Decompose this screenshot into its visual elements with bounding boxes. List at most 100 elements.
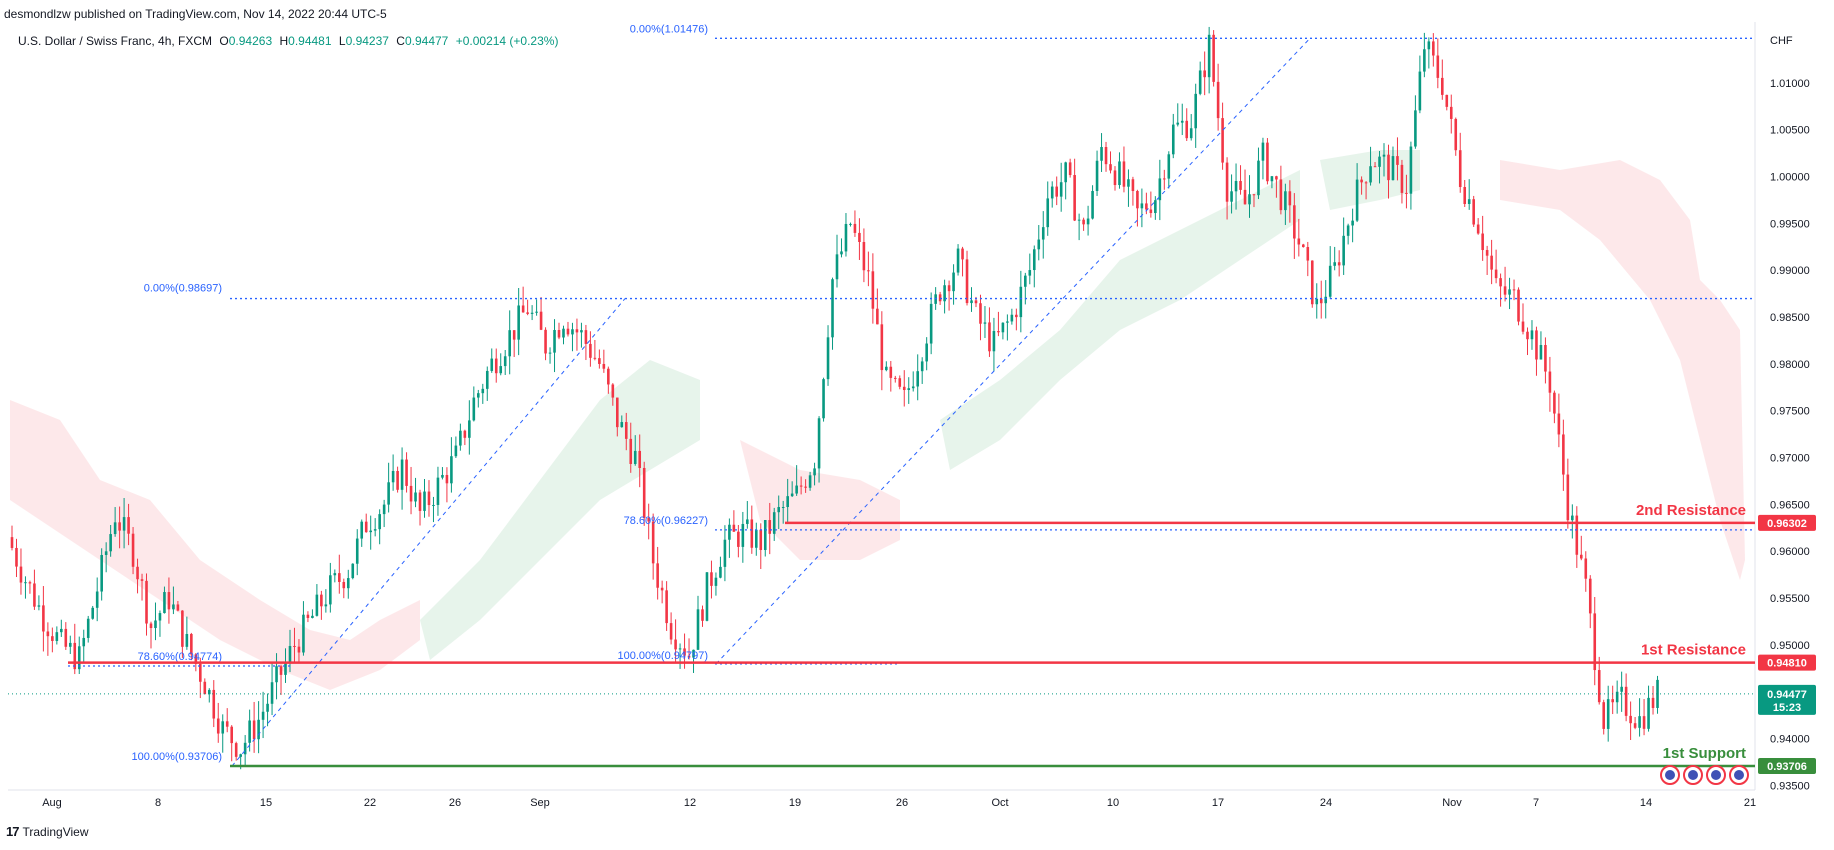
candle-body [633, 450, 637, 464]
candle-body [1342, 235, 1345, 266]
candle-body [929, 303, 933, 344]
x-tick-label: 10 [1107, 797, 1119, 809]
candle [696, 595, 700, 650]
candle-body [965, 259, 969, 304]
candle [302, 601, 305, 656]
candle-body [1369, 166, 1372, 183]
economic-events [1660, 765, 1749, 785]
candle-body [589, 343, 592, 358]
candle [642, 461, 646, 526]
candle [1109, 151, 1112, 174]
candle [315, 584, 319, 617]
candle-body [1059, 182, 1063, 197]
candle [1275, 175, 1278, 198]
candle-body [234, 743, 238, 757]
candle-body [172, 604, 175, 610]
candle-body [902, 386, 906, 391]
candle [1203, 51, 1206, 96]
candle-body [759, 529, 763, 551]
x-tick-label: Oct [991, 797, 1008, 809]
candle-body [1015, 314, 1018, 318]
candle [705, 571, 709, 622]
candle [1553, 390, 1556, 424]
candle [1243, 169, 1247, 205]
candle-body [1346, 225, 1350, 236]
candle-body [1530, 330, 1534, 340]
candle-body [1158, 178, 1162, 201]
candle [584, 324, 588, 361]
x-tick-label: 15 [260, 797, 272, 809]
candle-body [665, 590, 668, 624]
candle [346, 569, 350, 599]
fib-label: 0.00%(1.01476) [630, 23, 708, 35]
candle-body [1198, 70, 1202, 94]
candle-body [1118, 161, 1121, 186]
candle-body [1355, 179, 1359, 221]
candle-body [674, 639, 677, 650]
candle-body [450, 456, 453, 484]
candle [33, 569, 36, 610]
candle [243, 735, 247, 766]
candle-body [167, 592, 171, 610]
open-value: 0.94263 [228, 34, 273, 48]
candle-body [122, 517, 126, 531]
candle [1216, 63, 1220, 131]
candle [692, 649, 695, 673]
candle [741, 511, 745, 563]
candle-body [163, 592, 166, 614]
candle-body [55, 632, 59, 641]
candle [961, 246, 964, 277]
candle-body [1526, 331, 1529, 340]
candle-body [216, 718, 220, 734]
candle [1508, 277, 1511, 310]
candle [633, 435, 637, 466]
candle [468, 400, 471, 455]
footer[interactable]: 17 TradingView [6, 824, 89, 839]
candle [1369, 146, 1372, 186]
candle-body [1154, 200, 1157, 214]
candle [1526, 327, 1529, 356]
y-tick-label: 0.93500 [1770, 780, 1810, 792]
candle-body [544, 329, 547, 354]
candle [324, 589, 328, 613]
candle-body [1396, 156, 1399, 165]
candle-body [351, 563, 355, 579]
candle [1302, 243, 1305, 248]
candle [763, 519, 767, 557]
candle [423, 478, 426, 518]
candle-body [1387, 154, 1390, 181]
candle [669, 612, 673, 645]
candle-body [243, 742, 247, 755]
candle-body [60, 628, 63, 633]
candle [163, 586, 166, 614]
candle [530, 305, 534, 321]
candle [678, 643, 682, 669]
candle-body [647, 517, 650, 522]
candle [55, 626, 59, 645]
candle-body [1494, 269, 1498, 279]
candle [391, 454, 395, 491]
candle-body [140, 579, 144, 581]
candle-body [988, 322, 991, 352]
candle-body [1006, 321, 1009, 323]
candle-body [1050, 186, 1054, 199]
candle-body [51, 636, 54, 641]
y-tick-label: 0.94000 [1770, 733, 1810, 745]
candle-body [113, 522, 117, 535]
candle-body [1275, 176, 1278, 180]
candle-body [261, 711, 265, 720]
candle [1418, 55, 1422, 114]
candle [459, 423, 462, 451]
candle [607, 366, 610, 394]
candle-body [1064, 162, 1067, 183]
x-tick-label: Aug [42, 797, 62, 809]
candle-body [68, 642, 72, 647]
symbol-legend[interactable]: U.S. Dollar / Swiss Franc, 4h, FXCM O0.9… [18, 34, 558, 48]
last-price-text: 0.94477 [1767, 689, 1807, 701]
candle-body [311, 615, 314, 618]
candle-body [373, 529, 377, 531]
candle-body [1068, 162, 1072, 176]
candle-body [696, 609, 700, 650]
candle [1171, 113, 1175, 159]
